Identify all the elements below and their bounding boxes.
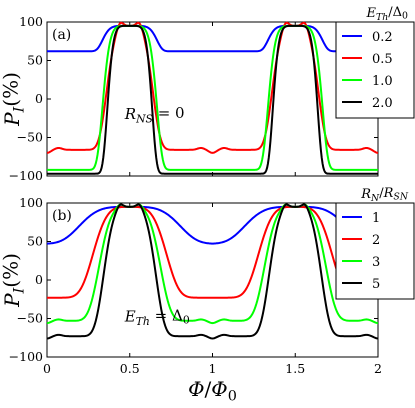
y-tick-label-a-2: 0 [35, 91, 43, 106]
x-tick-label-4: 2 [374, 361, 382, 376]
panel-label-a: (a) [52, 27, 71, 43]
y-tick-label-a-3: 50 [27, 53, 43, 68]
legend-label-b-2: 3 [372, 255, 380, 270]
series-lines-a [46, 21, 379, 175]
series-lines-b [46, 203, 379, 340]
legend-label-a-3: 2.0 [372, 96, 393, 111]
series-line-a-3 [47, 24, 378, 175]
y-tick-label-b-4: 100 [19, 195, 43, 210]
annotation-b: ETh​ = Δ0​ [124, 306, 190, 328]
series-line-b-1 [47, 205, 378, 299]
x-axis-label: Φ/Φ0​ [188, 377, 237, 404]
legend-title-a: ETh​/Δ0​ [366, 5, 409, 23]
y-tick-label-b-0: −100 [9, 349, 43, 364]
y-axis-label-b: PI​(%) [0, 253, 27, 308]
series-line-b-3 [46, 203, 379, 340]
panel-a: −100 −50 0 50 100 (a) RNS​ = 0 ETh​/Δ0​ 0.2 0.… [9, 5, 415, 183]
series-line-a-1 [46, 21, 379, 154]
series-line-b-0 [46, 205, 379, 245]
ticks-b: 0 0.5 1 1.5 2 −100 −50 0 50 100 [9, 195, 382, 376]
legend-a: ETh​/Δ0​ 0.2 0.5 1.0 2.0 [335, 5, 415, 119]
y-axis-label-a: PI​(%) [0, 72, 27, 127]
y-tick-label-b-1: −50 [17, 311, 43, 326]
legend-b: RN​/RSN​ 1 2 3 5 [335, 186, 415, 300]
y-tick-label-a-0: −100 [9, 168, 43, 183]
panel-label-b: (b) [52, 208, 72, 224]
x-tick-label-1: 0.5 [120, 361, 140, 376]
legend-label-a-2: 1.0 [372, 74, 393, 89]
x-tick-label-2: 1 [209, 361, 217, 376]
legend-title-b: RN​/RSN​ [360, 186, 409, 204]
y-tick-label-b-3: 50 [27, 234, 43, 249]
series-line-b-2 [46, 203, 379, 325]
legend-label-a-1: 0.5 [372, 52, 393, 67]
y-tick-label-a-4: 100 [19, 14, 43, 29]
legend-label-a-0: 0.2 [372, 30, 393, 45]
annotation-a: RNS​ = 0 [124, 104, 185, 126]
legend-label-b-3: 5 [372, 277, 380, 292]
y-tick-label-b-2: 0 [35, 272, 43, 287]
panel-b: 0 0.5 1 1.5 2 −100 −50 0 50 100 (b) ETh​ = Δ0​ RN… [9, 186, 415, 376]
series-line-a-0 [47, 24, 378, 53]
series-line-a-2 [47, 24, 378, 171]
y-tick-label-a-1: −50 [17, 130, 43, 145]
legend-label-b-0: 1 [372, 211, 380, 226]
legend-label-b-1: 2 [372, 233, 380, 248]
x-tick-label-0: 0 [43, 361, 51, 376]
x-tick-label-3: 1.5 [285, 361, 305, 376]
